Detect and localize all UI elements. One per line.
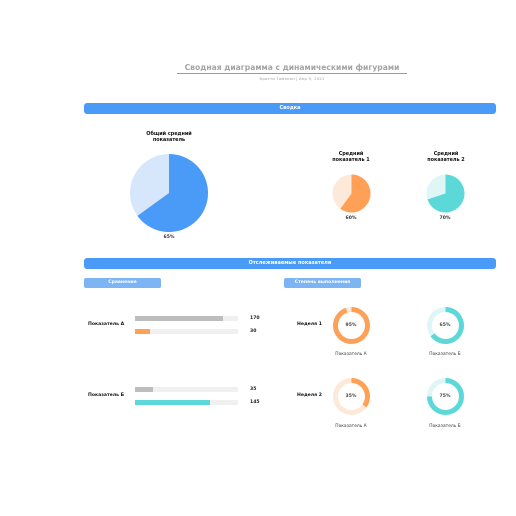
progress-ring (333, 378, 370, 415)
bar-track (135, 400, 238, 405)
comparison-pill: Сравнение (84, 278, 161, 288)
completion-pill: Степень выполнения (284, 278, 361, 288)
bar-fill (135, 316, 223, 321)
pie1-label: Средний показатель 1 (332, 151, 370, 164)
bar-value: 30 (250, 329, 257, 334)
progress-ring-fill (351, 378, 370, 408)
progress-ring-caption: Показатель А (335, 352, 367, 357)
progress-ring-fill (430, 307, 464, 344)
main-pie-label: Общий средний показатель (146, 131, 192, 144)
progress-ring-fill (427, 378, 464, 415)
page-subtitle: Кристи Томпсон | Апр 9, 2021 (259, 76, 325, 81)
progress-ring-caption: Показатель Б (429, 352, 461, 357)
summary-section-bar: Сводка (84, 103, 496, 114)
bar-fill (135, 387, 154, 392)
pie1-value-slice (340, 174, 371, 213)
bar-track (135, 387, 238, 392)
completion-row-label: Неделя 1 (297, 322, 322, 327)
title-divider (177, 73, 407, 74)
tracked-section-bar: Отслеживаемые показатели (84, 258, 496, 269)
progress-ring-percent: 95% (345, 323, 357, 328)
main-pie-chart (130, 154, 209, 232)
pie2-chart (426, 174, 465, 213)
pie1-chart (332, 174, 371, 213)
progress-ring-caption: Показатель Б (429, 424, 461, 429)
comparison-row-label: Показатель А (88, 322, 125, 327)
progress-ring (333, 307, 370, 344)
progress-ring-percent: 35% (345, 394, 357, 399)
pie2-label: Средний показатель 2 (427, 151, 465, 164)
progress-ring (427, 378, 464, 415)
pie2-percent: 70% (439, 216, 451, 221)
bar-value: 145 (250, 400, 260, 405)
progress-ring (427, 307, 464, 344)
bar-value: 170 (250, 316, 260, 321)
pie2-value-slice (427, 174, 465, 213)
main-pie-value-slice (137, 154, 209, 232)
page-title: Сводная диаграмма с динамическими фигура… (184, 63, 400, 72)
bar-track (135, 316, 238, 321)
bar-value: 35 (250, 387, 257, 392)
bar-track (135, 329, 238, 334)
progress-ring-caption: Показатель А (335, 424, 367, 429)
pie1-percent: 60% (345, 216, 357, 221)
bar-fill (135, 400, 210, 405)
completion-row-label: Неделя 2 (297, 393, 322, 398)
main-pie-percent: 65% (163, 235, 175, 240)
progress-ring-percent: 65% (439, 323, 451, 328)
progress-ring-percent: 75% (439, 394, 451, 399)
progress-ring-fill (333, 307, 370, 344)
bar-fill (135, 329, 151, 334)
comparison-row-label: Показатель Б (88, 393, 125, 398)
